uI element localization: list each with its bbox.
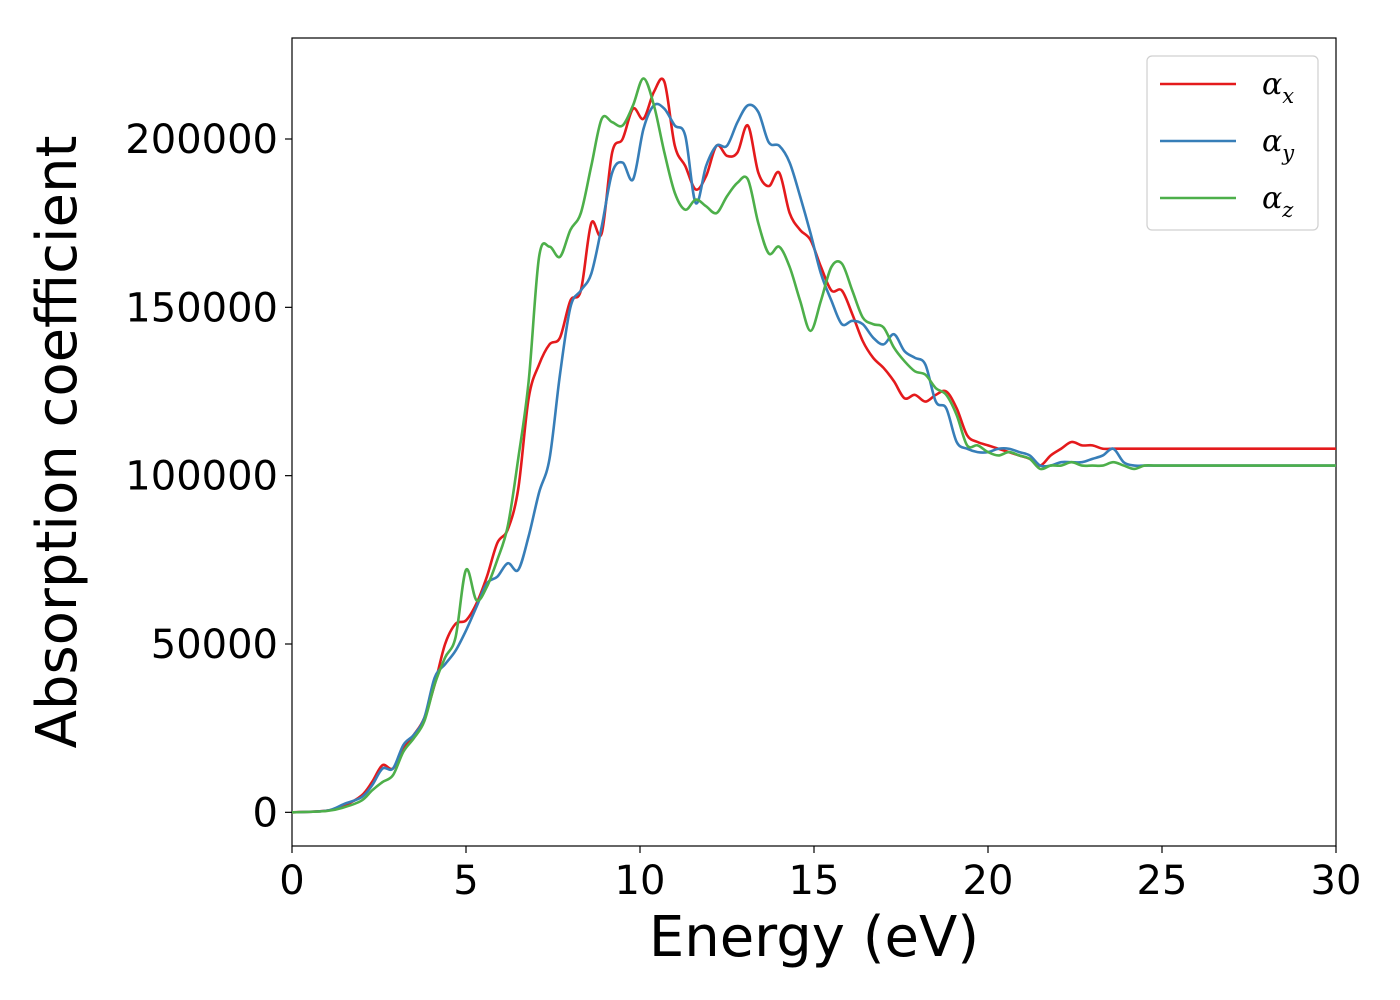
x-tick-label: 20 — [963, 858, 1014, 904]
x-tick-label: 30 — [1311, 858, 1362, 904]
x-axis-title: Energy (eV) — [649, 905, 979, 970]
y-tick-label: 150000 — [125, 285, 278, 331]
y-axis: 0 50000 100000 150000 200000 — [125, 117, 292, 836]
x-tick-label: 10 — [615, 858, 666, 904]
legend-box — [1146, 55, 1319, 231]
x-tick-label: 5 — [453, 858, 478, 904]
legend-label-x: αx — [1262, 67, 1294, 108]
y-axis-title: Absorption coefficient — [25, 136, 90, 749]
x-tick-label: 15 — [789, 858, 840, 904]
series-line-x — [292, 77, 1336, 814]
y-tick-label: 200000 — [125, 117, 278, 163]
x-tick-label: 25 — [1137, 858, 1188, 904]
series-line-z — [292, 77, 1336, 814]
series-lines — [292, 77, 1336, 814]
y-tick-label: 0 — [253, 790, 278, 836]
legend: αx αy αz — [1146, 55, 1319, 231]
x-tick-label: 0 — [279, 858, 304, 904]
y-tick-label: 100000 — [125, 454, 278, 500]
legend-label-y: αy — [1262, 124, 1295, 165]
y-tick-label: 50000 — [151, 622, 278, 668]
x-axis: 0 5 10 15 20 25 30 — [279, 846, 1361, 904]
legend-label-z: αz — [1262, 181, 1294, 222]
